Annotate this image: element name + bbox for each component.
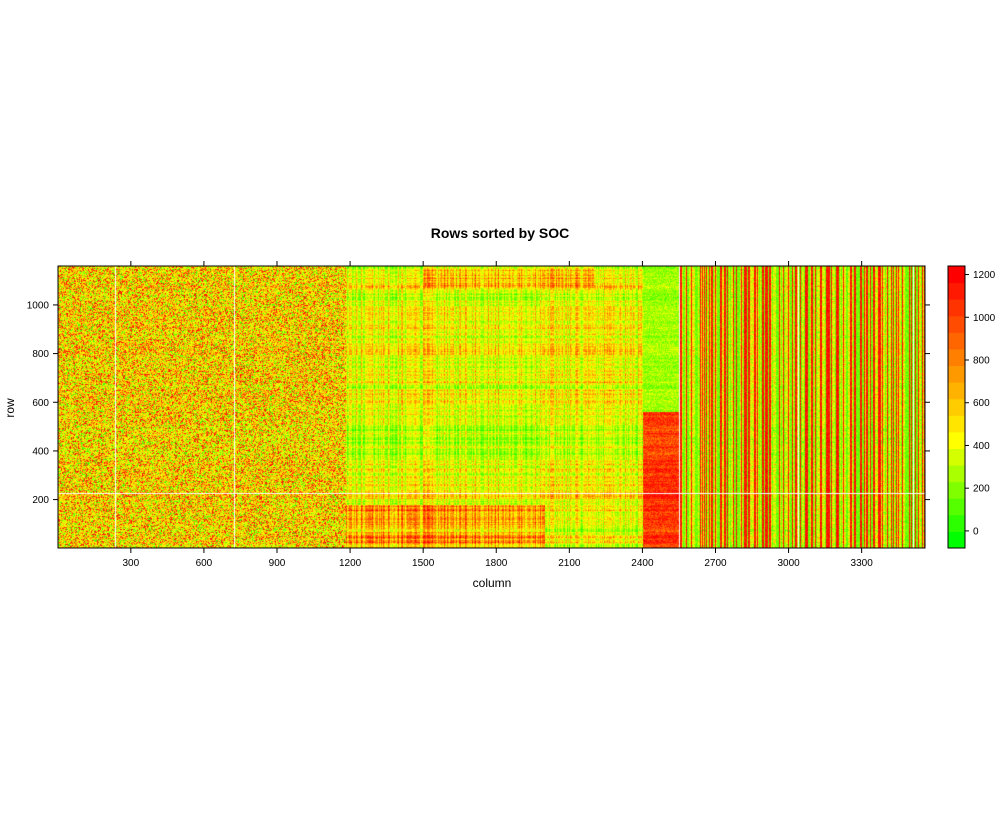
x-tick-label: 1800: [485, 558, 508, 569]
colorbar-swatch: [948, 382, 965, 400]
colorbar-frame: [947, 265, 966, 549]
y-tick-label: 400: [32, 446, 49, 457]
x-tick-label: 1200: [339, 558, 362, 569]
colorbar-tick-label: 800: [973, 356, 990, 367]
y-tick-label: 200: [32, 495, 49, 506]
plot-area: [57, 265, 926, 549]
x-tick-label: 3300: [851, 558, 874, 569]
y-tick-label: 1000: [27, 300, 50, 311]
colorbar-swatch: [948, 465, 965, 483]
x-tick-label: 3000: [777, 558, 800, 569]
colorbar-swatch: [948, 498, 965, 516]
colorbar-swatch: [948, 415, 965, 433]
colorbar-tick-label: 600: [973, 398, 990, 409]
x-axis-label: column: [473, 576, 512, 590]
heatmap-raster: [58, 266, 925, 548]
y-tick-label: 600: [32, 398, 49, 409]
colorbar-swatch: [948, 531, 965, 549]
colorbar: 0 200 400 600 800 1000 1200: [947, 265, 996, 549]
colorbar-swatch: [948, 315, 965, 333]
y-axis: 200 400 600 800 1000: [27, 300, 930, 506]
colorbar-swatch: [948, 266, 965, 284]
colorbar-swatch: [948, 348, 965, 367]
colorbar-swatch: [948, 332, 965, 350]
colorbar-tick-label: 1200: [973, 270, 996, 281]
colorbar-swatch: [948, 448, 965, 466]
colorbar-tick-label: 400: [973, 441, 990, 452]
colorbar-swatch: [948, 398, 965, 416]
x-tick-label: 600: [196, 558, 213, 569]
colorbar-swatch: [948, 431, 965, 449]
colorbar-tick-label: 200: [973, 484, 990, 495]
x-tick-label: 2700: [704, 558, 727, 569]
x-tick-label: 2100: [558, 558, 581, 569]
colorbar-swatch: [948, 282, 965, 300]
colorbar-swatch: [948, 514, 965, 532]
colorbar-swatch: [948, 365, 965, 383]
plot-frame: [57, 265, 926, 549]
colorbar-swatch: [948, 299, 965, 317]
colorbar-tick-label: 1000: [973, 313, 996, 324]
y-axis-label: row: [3, 398, 17, 418]
heatmap-cells: [58, 266, 925, 548]
x-tick-label: 1500: [412, 558, 435, 569]
y-tick-label: 800: [32, 349, 49, 360]
x-tick-label: 2400: [631, 558, 654, 569]
x-axis: 300 600 900 1200 1500 1800 2100 2400 2700 3000 330…: [122, 261, 873, 569]
chart-title: Rows sorted by SOC: [431, 225, 569, 241]
x-tick-label: 300: [122, 558, 139, 569]
colorbar-tick-label: 0: [973, 526, 979, 537]
colorbar-swatch: [948, 481, 965, 499]
x-tick-label: 900: [269, 558, 286, 569]
